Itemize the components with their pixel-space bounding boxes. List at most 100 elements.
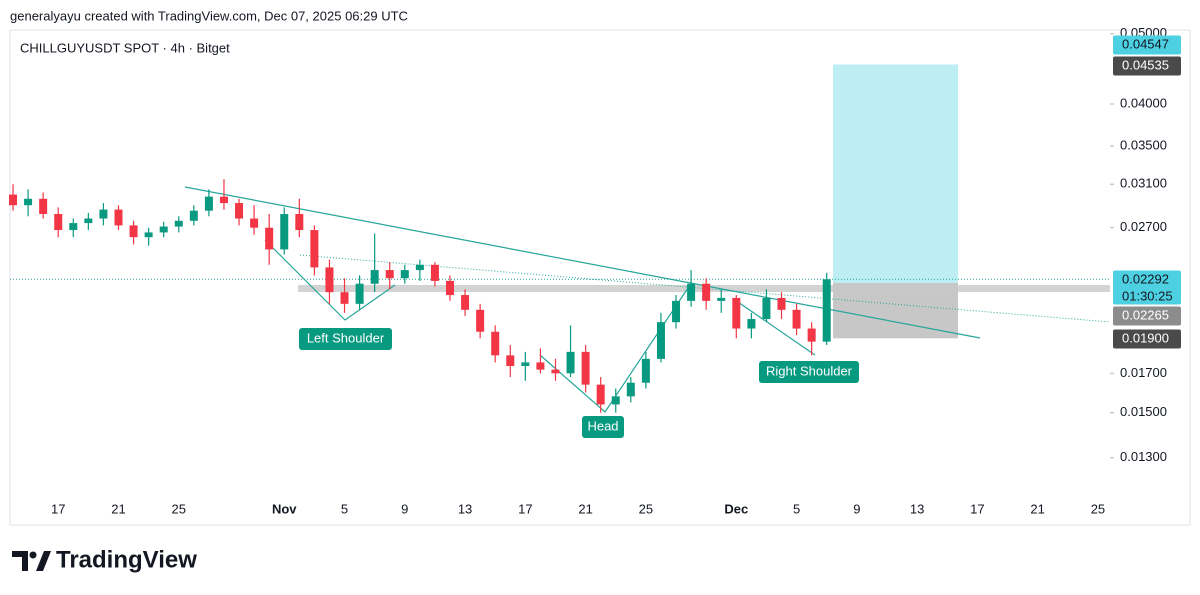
candle-body: [54, 214, 63, 231]
plot: [10, 64, 1110, 339]
candle-body: [672, 300, 681, 323]
candle-body: [39, 198, 48, 215]
stop-zone: [833, 283, 958, 339]
candle-body: [250, 218, 259, 228]
logo-mark: [36, 551, 51, 571]
logo-mark: [12, 551, 28, 571]
candle-body: [822, 279, 831, 342]
chart-frame: [9, 29, 1191, 526]
candle-body: [611, 396, 620, 405]
candle-body: [656, 322, 665, 359]
price-label-box: [1113, 56, 1181, 76]
candle-body: [370, 270, 379, 284]
annotation: Left Shoulder: [307, 330, 385, 345]
candle-body: [99, 209, 108, 219]
candle-body: [687, 283, 696, 301]
y-tick-label: 0.01700: [1120, 365, 1167, 380]
candle-body: [280, 214, 289, 250]
annotation-box: [759, 361, 859, 383]
price-label-box: [1113, 270, 1181, 305]
candle-body: [551, 369, 560, 374]
candle-body: [566, 351, 575, 374]
candle-body: [461, 295, 470, 310]
candle-body: [777, 297, 786, 310]
x-tick-label: 21: [1030, 501, 1044, 516]
countdown: 01:30:25: [1122, 288, 1173, 303]
candle-body: [295, 214, 304, 231]
candle-body: [129, 225, 138, 238]
candle-body: [762, 297, 771, 320]
candle-body: [159, 226, 168, 233]
candle-body: [747, 319, 756, 329]
logo-mark: [29, 551, 37, 559]
x-tick-label: 9: [401, 501, 408, 516]
x-tick-label: 5: [793, 501, 800, 516]
candle-body: [717, 297, 726, 301]
price-label-box: [1113, 329, 1181, 349]
candle-body: [69, 223, 78, 231]
candle-body: [506, 355, 515, 367]
candle-body: [219, 196, 228, 204]
x-tick-label: Nov: [272, 501, 297, 516]
candle-body: [114, 209, 123, 226]
price-label: 0.01900: [1122, 330, 1169, 345]
x-tick-label: 25: [639, 501, 653, 516]
y-tick-label: 0.01500: [1120, 404, 1167, 419]
annotation: Head: [587, 418, 618, 433]
candle-body: [641, 358, 650, 383]
candle-body: [521, 362, 530, 367]
header: generalyayu created with TradingView.com…: [10, 8, 408, 23]
candle-body: [144, 232, 153, 238]
right-shoulder-line: [734, 299, 816, 356]
price-label: 0.04547: [1122, 36, 1169, 51]
annotation-box: [582, 416, 624, 438]
x-tick-label: 9: [853, 501, 860, 516]
price-label-box: [1113, 306, 1181, 326]
candle-body: [235, 203, 244, 219]
x-tick-label: 25: [172, 501, 186, 516]
x-tick-label: 13: [910, 501, 924, 516]
candle-body: [536, 362, 545, 370]
candle-body: [174, 220, 183, 227]
candle-body: [626, 382, 635, 397]
candle-body: [385, 270, 394, 279]
candle-body: [476, 309, 485, 332]
neckline: [184, 186, 981, 339]
candle-body: [340, 292, 349, 304]
brand-logo: TradingView: [12, 546, 197, 573]
y-tick-label: 0.02700: [1120, 219, 1167, 234]
candle-body: [9, 194, 18, 206]
candle-body: [24, 198, 33, 206]
x-tick-label: 17: [518, 501, 532, 516]
head-line: [539, 284, 691, 413]
candle-body: [84, 218, 93, 224]
candle-body: [310, 230, 319, 268]
target-zone: [833, 64, 958, 284]
candle-body: [415, 264, 424, 271]
x-tick-label: 25: [1091, 501, 1105, 516]
brand: TradingView: [56, 546, 197, 573]
y-tick-label: 0.01300: [1120, 449, 1167, 464]
candle-body: [491, 331, 500, 356]
candle-body: [189, 210, 198, 221]
x-tick-label: 17: [51, 501, 65, 516]
left-shoulder-line: [264, 239, 396, 321]
price-label-box: [1113, 35, 1181, 55]
annotation: Right Shoulder: [766, 363, 853, 378]
candle-body: [702, 283, 711, 301]
y-tick-label: 0.03500: [1120, 137, 1167, 152]
price-label: 0.04535: [1122, 57, 1169, 72]
candle-body: [430, 264, 439, 281]
candle-body: [807, 328, 816, 342]
candle-body: [792, 309, 801, 329]
candle-body: [732, 297, 741, 329]
candle-body: [400, 270, 409, 279]
y-tick-label: 0.03100: [1120, 176, 1167, 191]
candle-body: [581, 351, 590, 385]
chart-title: CHILLGUYUSDT SPOT · 4h · Bitget: [20, 40, 230, 55]
candle-body: [265, 227, 274, 250]
price-label: 0.02292: [1122, 271, 1169, 286]
x-tick-label: 21: [578, 501, 592, 516]
x-tick-label: Dec: [724, 501, 748, 516]
